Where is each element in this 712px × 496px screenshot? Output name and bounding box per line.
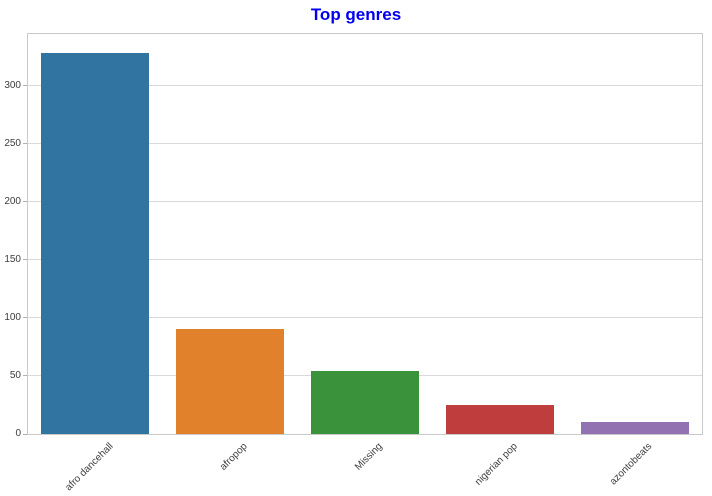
y-tick-label: 0	[15, 428, 21, 439]
y-tick-mark	[23, 259, 27, 261]
y-tick-mark	[23, 433, 27, 435]
gridline-y-200	[28, 201, 702, 203]
bar-afropop	[176, 329, 285, 434]
y-tick-mark	[23, 201, 27, 203]
y-tick-label: 250	[4, 137, 21, 149]
y-tick-mark	[23, 375, 27, 377]
y-tick-mark	[23, 85, 27, 87]
bar-missing	[311, 371, 419, 434]
gridline-y-100	[28, 317, 702, 319]
y-tick-label: 50	[9, 369, 21, 381]
y-tick-label: 150	[4, 253, 21, 265]
x-tick-label-nigerian-pop: nigerian pop	[472, 441, 520, 488]
x-tick-label-azontobeats: azontobeats	[608, 441, 655, 488]
y-tick-mark	[23, 143, 27, 145]
gridline-y-150	[28, 259, 702, 261]
x-tick-label-missing: Missing	[353, 441, 385, 473]
x-tick-label-afro-dancehall: afro dancehall	[62, 441, 116, 494]
x-tick-label-afropop: afropop	[218, 441, 250, 473]
bar-azontobeats	[580, 422, 689, 434]
y-tick-label: 200	[4, 195, 21, 207]
y-tick-label: 300	[4, 79, 21, 91]
bar-afro-dancehall	[41, 53, 150, 434]
gridline-y-300	[28, 85, 702, 87]
y-tick-label: 100	[4, 311, 21, 323]
bar-nigerian-pop	[445, 404, 554, 434]
y-tick-mark	[23, 317, 27, 319]
plot-area	[27, 33, 703, 435]
chart-title: Top genres	[310, 5, 402, 24]
gridline-y-250	[28, 143, 702, 145]
